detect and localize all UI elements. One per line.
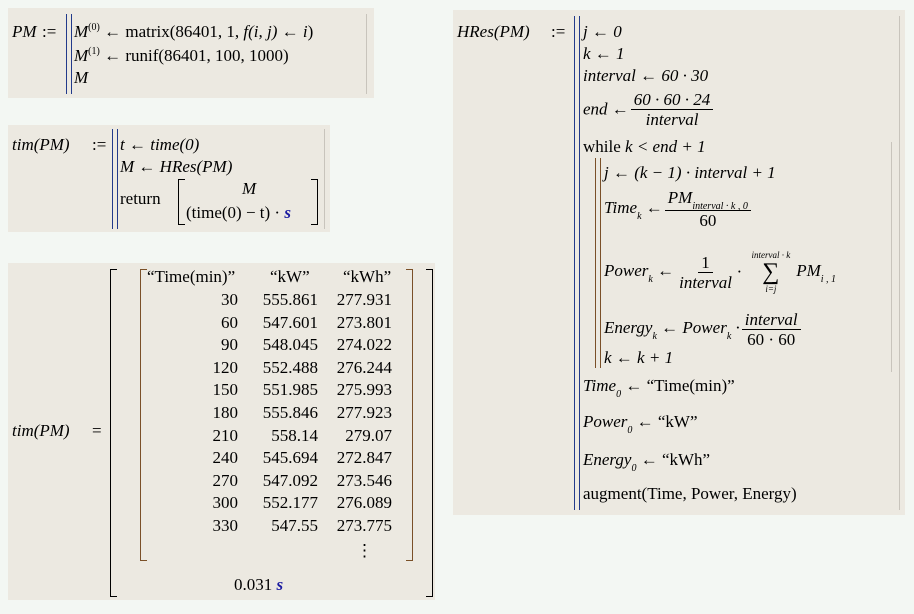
- matrix-cell: 330: [212, 516, 239, 535]
- return-keyword: return: [120, 189, 161, 208]
- while-body-bar: [595, 158, 601, 368]
- matrix-cell: 276.089: [336, 493, 392, 513]
- matrix-cell: 180: [212, 403, 239, 422]
- line-end: end ← 60 · 60 · 24 interval: [583, 90, 715, 129]
- matrix-header: “Time(min)”: [147, 267, 236, 286]
- region-edge: [324, 129, 325, 229]
- matrix-cell: 273.546: [336, 470, 392, 490]
- matrix-cell: 90: [221, 335, 238, 355]
- matrix-cell: 545.694: [262, 448, 318, 468]
- vector-bracket-left: [178, 179, 185, 225]
- matrix-cell: 210: [212, 425, 239, 445]
- matrix-cell: 275.993: [336, 380, 392, 400]
- matrix-cell: 555.846: [262, 403, 318, 422]
- hres-lhs: HRes(PM): [457, 22, 530, 41]
- region-edge: [899, 16, 900, 510]
- line-k: k ← 1: [583, 44, 625, 63]
- while-line-j: j ← (k − 1) · interval + 1: [604, 163, 776, 182]
- line-j: j ← 0: [583, 22, 622, 41]
- while-line-time: Timek ← PMinterval · k , 0 60: [604, 188, 753, 230]
- matrix-cell: 274.022: [336, 335, 392, 355]
- ellipsis: ⋮: [356, 541, 373, 560]
- matrix-cell: 273.801: [336, 312, 392, 332]
- line-time-header: Time0 ← “Time(min)”: [583, 376, 735, 400]
- program-line-2: M ← HRes(PM): [120, 157, 233, 176]
- program-line-2: M(1) ← runif(86401, 100, 1000): [74, 46, 289, 65]
- matrix-cell: 240: [212, 448, 239, 468]
- matrix-cell: 272.847: [336, 448, 392, 468]
- inner-matrix-bracket-right: [406, 269, 413, 561]
- equals-operator: =: [92, 421, 102, 440]
- program-bar: [66, 14, 72, 94]
- program-line-1: M(0) ← matrix(86401, 1, f(i, j) ← i): [74, 22, 314, 41]
- assign-operator: :=: [42, 22, 57, 41]
- tim-definition-region[interactable]: tim(PM) := t ← time(0) M ← HRes(PM) retu…: [8, 125, 330, 232]
- matrix-cell: 150: [212, 380, 239, 400]
- program-bar: [574, 16, 580, 510]
- outer-matrix-bracket-left: [110, 269, 117, 597]
- result-lhs: tim(PM): [12, 421, 70, 440]
- matrix-cell: 120: [212, 357, 239, 377]
- elapsed-time: 0.031 s: [234, 575, 284, 594]
- matrix-cell: 547.092: [262, 470, 318, 490]
- matrix-header: “kW”: [270, 267, 310, 286]
- while-line-k: k ← k + 1: [604, 348, 674, 367]
- matrix-cell: 60: [221, 312, 238, 332]
- matrix-cell: 558.14: [271, 425, 318, 445]
- sum-icon: ∑: [762, 259, 780, 285]
- tim-lhs: tim(PM): [12, 135, 70, 154]
- while-line-energy: Energyk ← Powerk · interval 60 · 60: [604, 310, 803, 349]
- matrix-header: “kWh”: [343, 267, 392, 286]
- matrix-cell: 270: [212, 470, 239, 490]
- program-line-3: M: [74, 68, 89, 87]
- program-line-1: t ← time(0): [120, 135, 200, 154]
- matrix-cell: 273.775: [336, 516, 392, 535]
- pm-definition-region[interactable]: PM := M(0) ← matrix(86401, 1, f(i, j) ← …: [8, 8, 374, 98]
- matrix-cell: 300: [212, 493, 239, 513]
- assign-operator: :=: [92, 135, 107, 154]
- matrix-cell: 551.985: [262, 380, 318, 400]
- hres-definition-region[interactable]: HRes(PM) := j ← 0 k ← 1 interval ← 60 · …: [453, 10, 905, 515]
- assign-operator: :=: [551, 22, 566, 41]
- matrix-cell: 279.07: [345, 425, 392, 445]
- matrix-cell: 548.045: [262, 335, 318, 355]
- matrix-cell: 552.488: [262, 357, 318, 377]
- matrix-cell: 277.931: [336, 290, 392, 309]
- return-top: M: [242, 179, 257, 198]
- inner-matrix-bracket-left: [140, 269, 147, 561]
- line-interval: interval ← 60 · 30: [583, 66, 709, 85]
- matrix-cell: 277.923: [336, 403, 392, 422]
- matrix-cell: 547.55: [271, 516, 318, 535]
- region-edge: [366, 14, 367, 94]
- return-bottom: (time(0) − t) · s: [186, 203, 291, 222]
- matrix-cell: 547.601: [262, 312, 318, 332]
- pm-lhs: PM: [12, 22, 37, 41]
- while-line-power: Powerk ← 1 interval · interval · k ∑ i=j PMi ,…: [604, 250, 837, 294]
- while-edge: [891, 142, 892, 372]
- matrix-cell: 276.244: [336, 357, 392, 377]
- line-energy-header: Energy0 ← “kWh”: [583, 450, 711, 474]
- vector-bracket-right: [311, 179, 318, 225]
- matrix-cell: 555.861: [262, 290, 318, 309]
- line-augment: augment(Time, Power, Energy): [583, 484, 797, 503]
- line-power-header: Power0 ← “kW”: [583, 412, 698, 436]
- while-line: while k < end + 1: [583, 137, 706, 156]
- program-bar: [112, 129, 118, 229]
- outer-matrix-bracket-right: [426, 269, 433, 597]
- matrix-cell: 30: [221, 290, 238, 309]
- tim-result-region[interactable]: tim(PM) = “Time(min)” “kW” “kWh” 30 555.861 2…: [8, 263, 435, 600]
- matrix-cell: 552.177: [262, 493, 318, 513]
